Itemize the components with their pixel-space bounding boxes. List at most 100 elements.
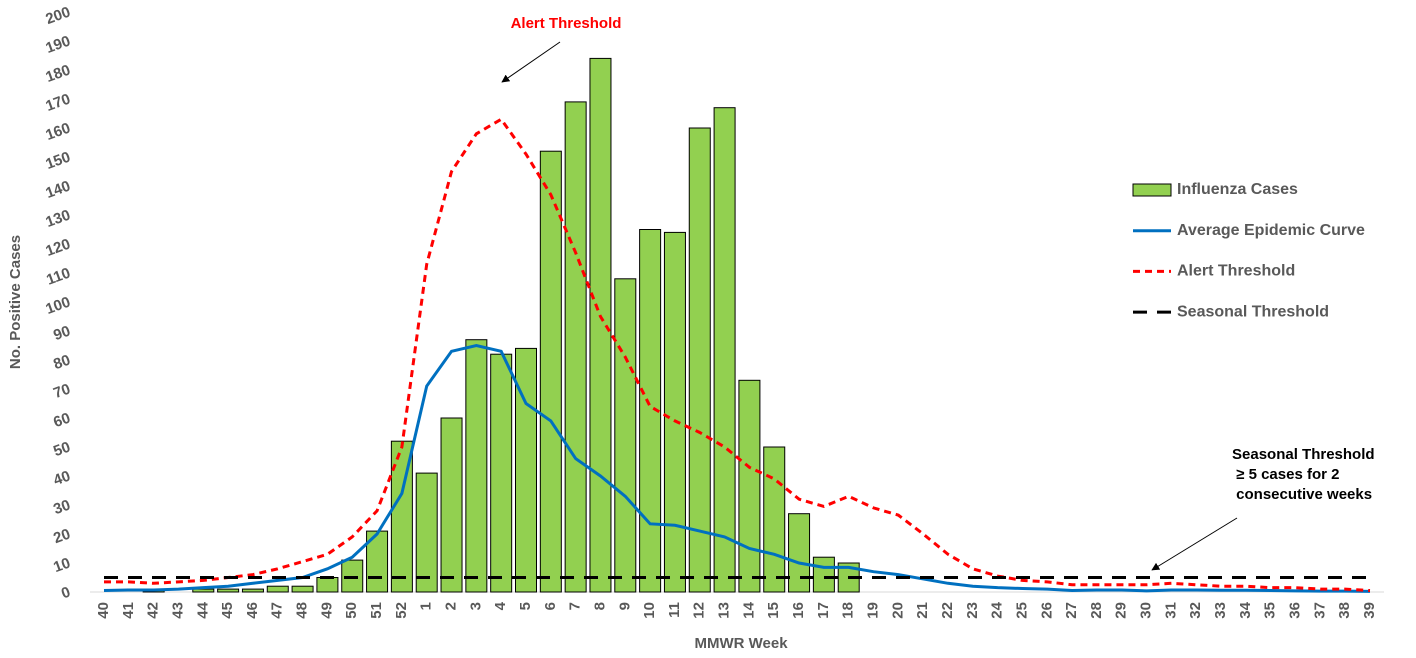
x-tick-label: 18 — [840, 602, 857, 619]
bar — [688, 127, 711, 593]
x-tick-label: 48 — [294, 602, 311, 619]
x-tick-label: 40 — [95, 602, 112, 619]
legend-label: Seasonal Threshold — [1177, 303, 1329, 320]
x-tick-label: 20 — [889, 602, 906, 619]
y-tick-label: 40 — [51, 468, 72, 490]
x-tick-label: 49 — [318, 602, 335, 619]
legend-label: Average Epidemic Curve — [1177, 222, 1365, 239]
legend-swatch — [1132, 183, 1172, 197]
bar — [763, 446, 786, 593]
y-tick-label: 170 — [43, 91, 72, 116]
x-tick-label: 36 — [1286, 602, 1303, 619]
x-tick-label: 45 — [219, 602, 236, 619]
y-tick-label: 20 — [51, 526, 72, 548]
x-tick-label: 5 — [517, 602, 534, 610]
x-tick-label: 37 — [1311, 602, 1328, 619]
bar — [639, 229, 662, 593]
x-tick-label: 8 — [591, 602, 608, 610]
x-tick-label: 47 — [269, 602, 286, 619]
x-tick-label: 15 — [765, 602, 782, 619]
bar — [812, 556, 835, 593]
x-tick-label: 33 — [1212, 602, 1229, 619]
y-tick-label: 110 — [44, 265, 73, 289]
x-tick-label: 23 — [964, 602, 981, 619]
bar — [490, 353, 513, 593]
y-tick-label: 140 — [43, 178, 72, 203]
y-tick-label: 160 — [43, 120, 72, 145]
annotation-arrow — [1151, 517, 1238, 571]
y-tick-label: 30 — [51, 497, 72, 519]
y-tick-label: 70 — [51, 381, 72, 403]
x-tick-label: 21 — [914, 602, 931, 619]
x-tick-label: 41 — [120, 602, 137, 619]
bar — [440, 417, 463, 593]
x-tick-label: 11 — [666, 602, 683, 618]
x-tick-label: 29 — [1113, 602, 1130, 619]
x-tick-label: 43 — [169, 602, 186, 619]
x-tick-label: 3 — [467, 602, 484, 610]
y-tick-label: 10 — [51, 555, 72, 577]
legend-label: Influenza Cases — [1177, 181, 1298, 198]
y-tick-label: 60 — [51, 410, 72, 432]
y-tick-label: 80 — [51, 352, 72, 374]
annotation: Alert Threshold — [511, 15, 622, 32]
y-tick-label: 150 — [43, 149, 72, 174]
x-tick-label: 12 — [691, 602, 708, 619]
x-tick-label: 39 — [1361, 602, 1378, 619]
x-tick-label: 46 — [244, 602, 261, 619]
x-tick-label: 6 — [542, 602, 559, 610]
y-tick-label: 200 — [43, 4, 72, 29]
x-tick-label: 9 — [616, 602, 633, 610]
x-tick-label: 25 — [1013, 602, 1030, 619]
x-tick-label: 32 — [1187, 602, 1204, 619]
x-tick-label: 26 — [1038, 602, 1055, 619]
bar — [266, 585, 289, 593]
x-tick-label: 34 — [1237, 601, 1254, 618]
y-tick-label: 0 — [59, 584, 73, 603]
bar — [713, 107, 736, 593]
x-tick-label: 44 — [194, 601, 211, 618]
x-tick-label: 4 — [492, 601, 509, 610]
y-tick-label: 50 — [51, 439, 72, 461]
x-tick-label: 10 — [641, 602, 658, 619]
x-tick-label: 17 — [815, 602, 832, 619]
x-tick-label: 22 — [939, 602, 956, 619]
line — [103, 343, 1371, 593]
x-tick-label: 2 — [442, 602, 459, 610]
x-tick-label: 35 — [1262, 602, 1279, 619]
x-tick-label: 19 — [864, 602, 881, 619]
y-tick-label: 100 — [43, 294, 72, 319]
x-tick-label: 31 — [1162, 602, 1179, 619]
x-tick-label: 7 — [567, 602, 584, 610]
x-tick-label: 13 — [716, 602, 733, 619]
x-tick-label: 16 — [790, 602, 807, 619]
bar — [291, 585, 314, 593]
y-tick-label: 90 — [51, 323, 72, 345]
y-tick-label: 180 — [43, 62, 72, 87]
annotation: consecutive weeks — [1232, 486, 1372, 503]
annotation: ≥ 5 cases for 2 — [1232, 466, 1339, 483]
y-tick-label: 130 — [43, 207, 72, 232]
x-tick-label: 51 — [368, 602, 385, 619]
x-tick-label: 28 — [1088, 602, 1105, 619]
x-tick-label: 14 — [740, 601, 757, 618]
y-tick-label: 120 — [43, 236, 72, 261]
x-tick-label: 50 — [343, 602, 360, 619]
x-axis-title: MMWR Week — [694, 635, 788, 652]
bar — [390, 440, 413, 593]
bar — [316, 577, 339, 593]
x-tick-label: 42 — [145, 602, 162, 619]
x-tick-label: 27 — [1063, 602, 1080, 619]
bar — [539, 150, 562, 593]
bar — [515, 347, 537, 593]
bar — [564, 101, 587, 593]
bar — [415, 472, 438, 593]
bar — [663, 231, 686, 593]
bar — [614, 278, 637, 593]
bar — [217, 588, 240, 593]
bar — [738, 379, 761, 593]
annotation: Seasonal Threshold — [1232, 446, 1375, 463]
annotation-arrow — [501, 41, 561, 83]
